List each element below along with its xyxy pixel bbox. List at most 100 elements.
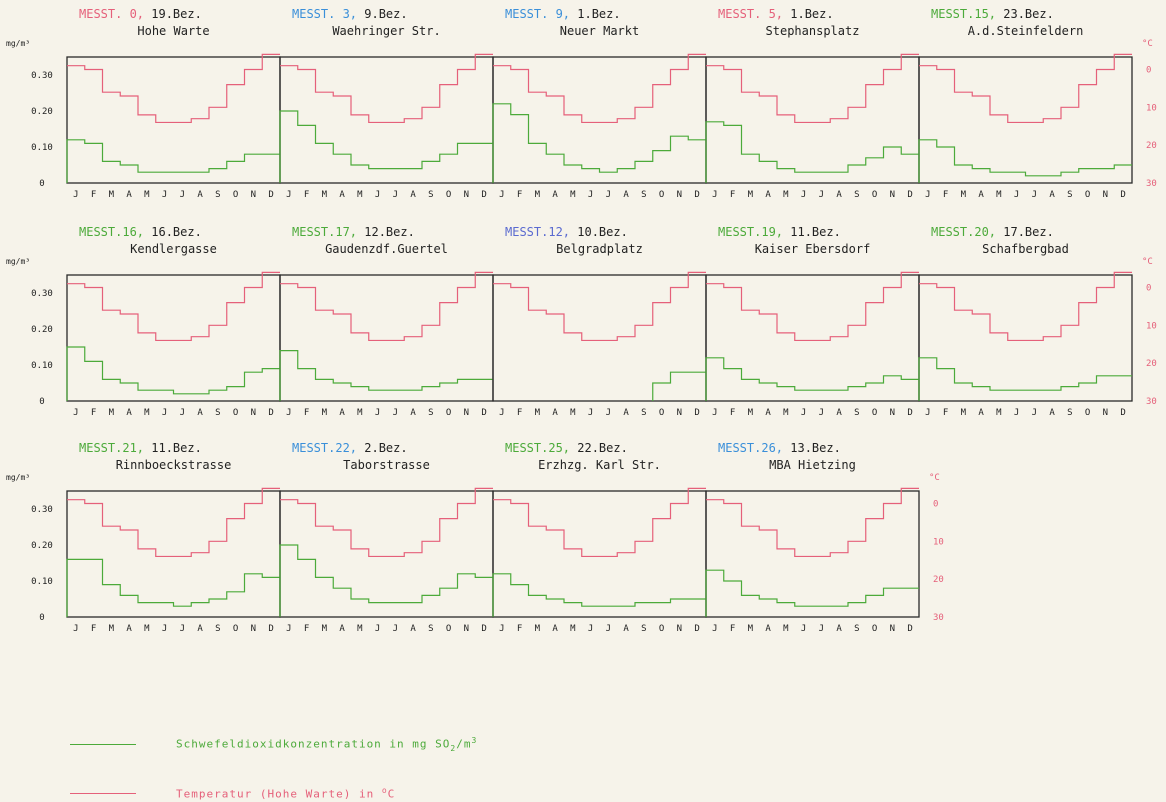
month-tick-label: O (872, 408, 877, 418)
panel-station-title: MESST.19, 11.Bez. (718, 225, 841, 239)
so2-series-line (66, 558, 280, 617)
month-tick-label: J (606, 624, 611, 634)
left-tick-label: 0 (39, 397, 44, 407)
panel-location-title: Rinnboeckstrasse (116, 458, 232, 472)
so2-series-line (279, 110, 493, 183)
month-tick-label: D (1120, 190, 1125, 200)
station-id: MESST. 9, (505, 7, 577, 21)
panel-location-title: Stephansplatz (766, 24, 860, 38)
right-unit-label: °C (1142, 257, 1153, 267)
month-tick-label: J (819, 408, 824, 418)
month-tick-label: M (109, 190, 115, 200)
month-tick-label: S (428, 624, 433, 634)
month-tick-label: N (890, 190, 895, 200)
month-tick-label: O (446, 408, 451, 418)
panel-frame (279, 274, 494, 402)
month-tick-label: S (215, 190, 220, 200)
month-tick-label: J (499, 408, 504, 418)
panel-frame (705, 56, 920, 184)
month-tick-label: M (144, 624, 150, 634)
month-tick-label: O (233, 624, 238, 634)
panel-frame (492, 490, 707, 618)
month-tick-label: A (339, 190, 345, 200)
month-tick-label: M (144, 408, 150, 418)
month-tick-label: D (907, 190, 912, 200)
station-id: MESST. 0, (79, 7, 151, 21)
month-tick-label: J (1032, 190, 1037, 200)
month-tick-label: F (91, 624, 96, 634)
station-id: MESST. 3, (292, 7, 364, 21)
month-tick-label: J (801, 624, 806, 634)
right-unit-label: °C (1142, 39, 1153, 49)
temperature-series-line (280, 487, 493, 558)
district-label: 11.Bez. (790, 225, 841, 239)
panel-station-title: MESST. 3, 9.Bez. (292, 7, 408, 21)
temperature-series-line (919, 53, 1132, 124)
station-id: MESST.19, (718, 225, 790, 239)
panel-station-title: MESST. 5, 1.Bez. (718, 7, 834, 21)
month-tick-label: F (730, 624, 735, 634)
panel-station-title: MESST.12, 10.Bez. (505, 225, 628, 239)
temperature-series-line (493, 53, 706, 124)
panel-frame (918, 274, 1133, 402)
month-tick-label: O (1085, 190, 1090, 200)
month-tick-label: O (446, 190, 451, 200)
left-tick-label: 0 (39, 179, 44, 189)
left-tick-label: 0.30 (31, 71, 53, 81)
left-tick-label: 0.10 (31, 361, 53, 371)
temperature-series-line (706, 271, 919, 342)
station-id: MESST.25, (505, 441, 577, 455)
month-tick-label: D (694, 624, 699, 634)
month-tick-label: M (144, 190, 150, 200)
temperature-series-line (706, 487, 919, 558)
station-id: MESST.26, (718, 441, 790, 455)
station-id: MESST.12, (505, 225, 577, 239)
right-tick-label: 20 (1146, 141, 1157, 151)
month-tick-label: D (268, 624, 273, 634)
month-tick-label: S (215, 408, 220, 418)
month-tick-label: N (890, 624, 895, 634)
month-tick-label: N (890, 408, 895, 418)
temperature-series-line (280, 271, 493, 342)
station-id: MESST.15, (931, 7, 1003, 21)
month-tick-label: J (73, 190, 78, 200)
month-tick-label: F (730, 190, 735, 200)
month-tick-label: N (1103, 408, 1108, 418)
panel-location-title: A.d.Steinfeldern (968, 24, 1084, 38)
month-tick-label: A (410, 624, 416, 634)
month-tick-label: D (481, 190, 486, 200)
month-tick-label: J (1014, 190, 1019, 200)
month-tick-label: N (464, 190, 469, 200)
month-tick-label: O (233, 190, 238, 200)
panel-frame (66, 56, 281, 184)
month-tick-label: M (783, 624, 789, 634)
left-tick-label: 0.10 (31, 143, 53, 153)
month-tick-label: J (286, 408, 291, 418)
panel-frame (66, 274, 281, 402)
panel-station-title: MESST. 0, 19.Bez. (79, 7, 202, 21)
right-tick-label: 0 (933, 499, 938, 509)
month-tick-label: S (641, 190, 646, 200)
month-tick-label: O (233, 408, 238, 418)
temperature-series-line (67, 53, 280, 124)
month-tick-label: F (517, 190, 522, 200)
so2-series-line (66, 139, 280, 183)
so2-series-line (705, 121, 919, 183)
so2-series-line (918, 357, 1132, 401)
month-tick-label: S (854, 624, 859, 634)
month-tick-label: O (1085, 408, 1090, 418)
district-label: 22.Bez. (577, 441, 628, 455)
left-unit-label: mg/m³ (6, 257, 30, 266)
panel-location-title: Kendlergasse (130, 242, 217, 256)
month-tick-label: J (375, 408, 380, 418)
month-tick-label: S (215, 624, 220, 634)
month-tick-label: S (854, 408, 859, 418)
month-tick-label: A (1049, 190, 1055, 200)
panel-frame (66, 490, 281, 618)
month-tick-label: D (481, 624, 486, 634)
right-tick-label: 20 (933, 575, 944, 585)
month-tick-label: J (925, 190, 930, 200)
panel-station-title: MESST.20, 17.Bez. (931, 225, 1054, 239)
month-tick-label: J (712, 624, 717, 634)
